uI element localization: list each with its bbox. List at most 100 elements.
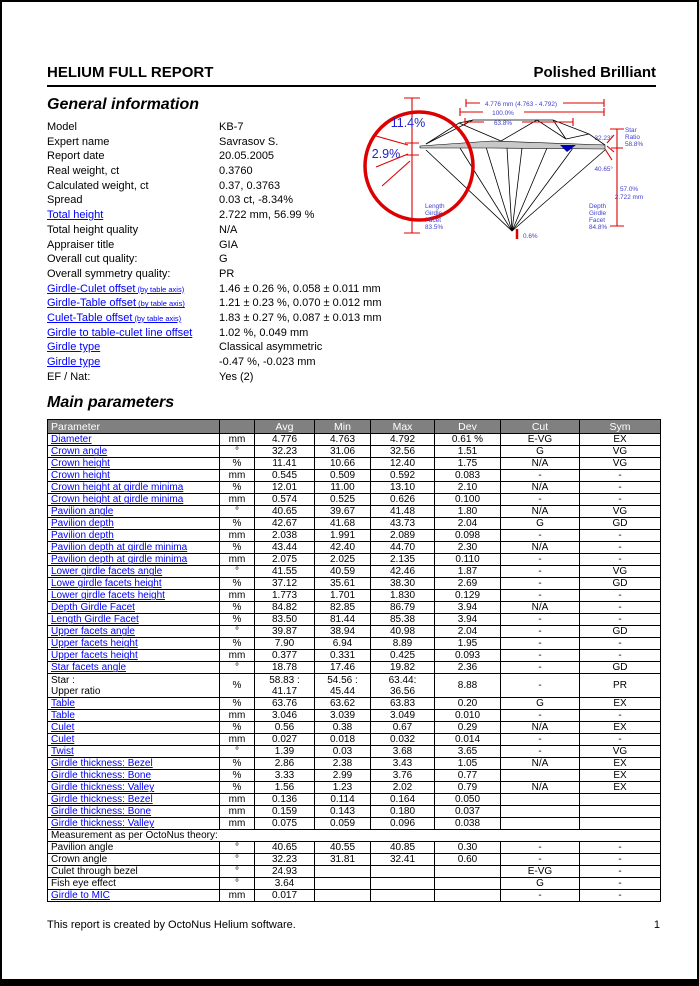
min-cell: 63.62 (314, 697, 371, 711)
table-row: Culet mm 0.027 0.018 0.032 0.014- - (47, 733, 661, 747)
sym-cell: - (579, 889, 661, 903)
general-info-link[interactable]: Girdle-Table offset (by table axis) (47, 297, 185, 310)
dev-cell: 0.037 (434, 805, 501, 819)
param-link[interactable]: Lowe girdle facets height (51, 578, 162, 590)
param-cell: Star : Upper ratio (47, 673, 220, 699)
general-info-value: Classical asymmetric (219, 341, 323, 354)
param-link[interactable]: Upper facets angle (51, 626, 135, 638)
dev-cell: 2.04 (434, 517, 501, 531)
diameter-mm-label: 4.776 mm (4.763 - 4.792) (485, 101, 557, 108)
sym-cell: - (579, 613, 661, 627)
max-cell: 2.02 (370, 781, 435, 795)
cut-cell: - (500, 649, 580, 663)
param-link[interactable]: Upper facets height (51, 650, 138, 662)
general-info-value: GIA (219, 238, 238, 251)
avg-cell: 3.33 (254, 769, 315, 783)
general-info-row: Overall cut quality: G (47, 253, 656, 268)
param-link[interactable]: Upper facets height (51, 638, 138, 650)
param-link[interactable]: Girdle to MIC (51, 890, 110, 902)
table-row: Crown angle ° 32.23 31.81 32.41 0.60- - (47, 853, 661, 867)
column-header: Parameter (47, 419, 220, 435)
general-info-link[interactable]: Culet-Table offset (by table axis) (47, 311, 182, 324)
param-link[interactable]: Girdle thickness: Bone (51, 806, 152, 818)
general-info-link[interactable]: Girdle-Culet offset (by table axis) (47, 282, 185, 295)
sym-cell: - (579, 541, 661, 555)
param-link[interactable]: Length Girdle Facet (51, 614, 139, 626)
param-link[interactable]: Table (51, 710, 75, 722)
sym-cell: - (579, 589, 661, 603)
cut-cell: - (500, 673, 580, 699)
param-link[interactable]: Table (51, 698, 75, 710)
param-cell: Crown angle (47, 445, 220, 459)
general-info-value: 1.02 %, 0.049 mm (219, 326, 309, 339)
general-info-label: Spread (47, 194, 83, 207)
param-cell: Pavilion depth (47, 517, 220, 531)
param-link[interactable]: Pavilion angle (51, 506, 114, 518)
star-ratio-label: 58.8% (625, 141, 643, 148)
general-info-link[interactable]: Girdle type (47, 356, 101, 368)
unit-cell: % (219, 577, 255, 591)
param-link[interactable]: Girdle thickness: Bezel (51, 794, 153, 806)
param-link[interactable]: Pavilion depth at girdle minima (51, 554, 188, 566)
table-row: Table% 63.76 63.62 63.83 0.20 G EX (47, 697, 661, 711)
general-info-link[interactable]: Girdle type (47, 341, 101, 354)
avg-cell: 2.86 (254, 757, 315, 771)
dev-cell: 0.093 (434, 649, 501, 663)
max-cell: 63.44: 36.56 (370, 673, 435, 699)
param-link[interactable]: Culet (51, 734, 75, 746)
param-link[interactable]: Crown height (51, 470, 110, 482)
avg-cell: 0.56 (254, 721, 315, 735)
table-row: Fish eye effect ° 3.64 G - (47, 877, 661, 891)
cut-cell: E-VG (500, 865, 580, 879)
param-link[interactable]: Pavilion depth at girdle minima (51, 542, 188, 554)
param-link[interactable]: Star facets angle (51, 662, 127, 674)
param-link[interactable]: Crown height (51, 458, 110, 470)
param-link[interactable]: Twist (51, 746, 74, 758)
param-link[interactable]: Crown height at girdle minima (51, 494, 184, 506)
dev-cell: 0.010 (434, 709, 501, 723)
param-cell: Length Girdle Facet (47, 613, 220, 627)
sym-cell: - (579, 853, 661, 867)
depth-girdle-facet-label: Depth (589, 203, 606, 210)
general-info-value: N/A (219, 223, 238, 236)
unit-cell: % (219, 601, 255, 615)
column-header: Avg (254, 419, 315, 435)
table-row: Diameter mm 4.776 4.763 4.792 0.61 % E-VG EX (47, 433, 661, 447)
param-link[interactable]: Crown height at girdle minima (51, 482, 184, 494)
param-link[interactable]: Pavilion depth (51, 518, 114, 530)
general-info-link[interactable]: Girdle to table-culet line offset (47, 326, 193, 339)
param-link[interactable]: Diameter (51, 434, 92, 446)
param-cell: Crown height at girdle minima (47, 481, 220, 495)
avg-cell: 37.12 (254, 577, 315, 591)
table-row: Girdle thickness: Valley mm 0.075 0.059 0.09… (47, 817, 661, 831)
cut-cell: N/A (500, 541, 580, 555)
report-footer: This report is created by OctoNus Helium… (47, 919, 660, 931)
avg-cell: 0.545 (254, 469, 315, 483)
unit-cell: mm (219, 553, 255, 567)
param-link[interactable]: Lower girdle facets height (51, 590, 165, 602)
param-link[interactable]: Depth Girdle Facet (51, 602, 135, 614)
dev-cell: 1.87 (434, 565, 501, 579)
dev-cell: 1.80 (434, 505, 501, 519)
table-row: Length Girdle Facet% 83.50 81.44 85.38 3.94-… (47, 613, 661, 627)
param-cell: Pavilion depth at girdle minima (47, 553, 220, 567)
dev-cell (434, 877, 501, 891)
cut-cell: N/A (500, 457, 580, 471)
param-link[interactable]: Pavilion depth (51, 530, 114, 542)
table-row: Culet through bezel ° 24.93 E-VG - (47, 865, 661, 879)
param-link[interactable]: Crown angle (51, 446, 108, 458)
param-link[interactable]: Girdle thickness: Bone (51, 770, 152, 782)
param-link[interactable]: Lower girdle facets angle (51, 566, 163, 578)
general-info-value: 1.83 ± 0.27 %, 0.087 ± 0.013 mm (219, 311, 382, 324)
max-cell (370, 877, 435, 891)
param-link[interactable]: Girdle thickness: Bezel (51, 758, 153, 770)
param-link[interactable]: Girdle thickness: Valley (51, 818, 155, 830)
param-cell: Girdle to MIC (47, 889, 220, 903)
param-link[interactable]: Girdle thickness: Valley (51, 782, 155, 794)
general-info-link[interactable]: Total height (47, 209, 104, 222)
general-info-row: Girdle to table-culet line offset 1.02 %,… (47, 327, 656, 342)
column-header: Dev (434, 419, 501, 435)
param-cell: Crown angle (47, 853, 220, 867)
param-link[interactable]: Culet (51, 722, 75, 734)
column-header: Cut (500, 419, 580, 435)
